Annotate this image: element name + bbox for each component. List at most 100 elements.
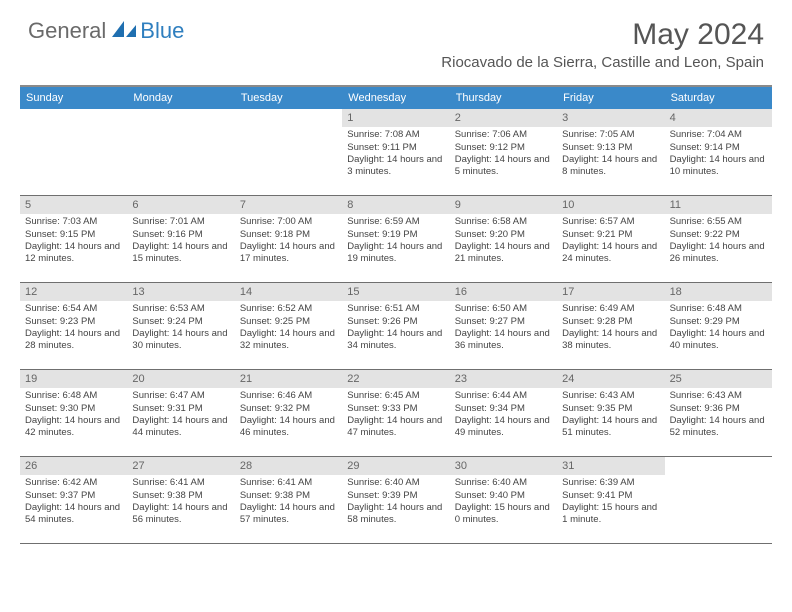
day-number: 19	[20, 370, 127, 388]
daylight-line: Daylight: 14 hours and 42 minutes.	[25, 415, 122, 440]
location-subtitle: Riocavado de la Sierra, Castille and Leo…	[441, 54, 764, 71]
day-number: 31	[557, 457, 664, 475]
day-cell: 29Sunrise: 6:40 AMSunset: 9:39 PMDayligh…	[342, 457, 449, 543]
day-number: 30	[450, 457, 557, 475]
daylight-line: Daylight: 14 hours and 10 minutes.	[670, 154, 767, 179]
day-cell: 3Sunrise: 7:05 AMSunset: 9:13 PMDaylight…	[557, 109, 664, 195]
day-number: 10	[557, 196, 664, 214]
daylight-line: Daylight: 14 hours and 32 minutes.	[240, 328, 337, 353]
sunset-line: Sunset: 9:31 PM	[132, 403, 229, 415]
day-number: 12	[20, 283, 127, 301]
daylight-line: Daylight: 14 hours and 47 minutes.	[347, 415, 444, 440]
daylight-line: Daylight: 14 hours and 8 minutes.	[562, 154, 659, 179]
daylight-line: Daylight: 14 hours and 51 minutes.	[562, 415, 659, 440]
sunrise-line: Sunrise: 6:43 AM	[562, 390, 659, 402]
sunrise-line: Sunrise: 6:54 AM	[25, 303, 122, 315]
sunset-line: Sunset: 9:36 PM	[670, 403, 767, 415]
daylight-line: Daylight: 14 hours and 15 minutes.	[132, 241, 229, 266]
sunrise-line: Sunrise: 6:49 AM	[562, 303, 659, 315]
daylight-line: Daylight: 14 hours and 19 minutes.	[347, 241, 444, 266]
day-of-week-cell: Monday	[127, 87, 234, 109]
day-cell	[665, 457, 772, 543]
sunrise-line: Sunrise: 7:08 AM	[347, 129, 444, 141]
sunrise-line: Sunrise: 6:41 AM	[132, 477, 229, 489]
sail-icon	[112, 19, 138, 44]
daylight-line: Daylight: 14 hours and 17 minutes.	[240, 241, 337, 266]
sunset-line: Sunset: 9:27 PM	[455, 316, 552, 328]
calendar: SundayMondayTuesdayWednesdayThursdayFrid…	[20, 85, 772, 544]
day-of-week-cell: Sunday	[20, 87, 127, 109]
day-cell: 25Sunrise: 6:43 AMSunset: 9:36 PMDayligh…	[665, 370, 772, 456]
sunset-line: Sunset: 9:24 PM	[132, 316, 229, 328]
day-cell: 4Sunrise: 7:04 AMSunset: 9:14 PMDaylight…	[665, 109, 772, 195]
sunset-line: Sunset: 9:19 PM	[347, 229, 444, 241]
sunrise-line: Sunrise: 6:53 AM	[132, 303, 229, 315]
sunset-line: Sunset: 9:28 PM	[562, 316, 659, 328]
header: General Blue May 2024 Riocavado de la Si…	[0, 0, 792, 79]
day-cell: 12Sunrise: 6:54 AMSunset: 9:23 PMDayligh…	[20, 283, 127, 369]
weeks-container: 1Sunrise: 7:08 AMSunset: 9:11 PMDaylight…	[20, 109, 772, 544]
sunrise-line: Sunrise: 6:44 AM	[455, 390, 552, 402]
sunset-line: Sunset: 9:41 PM	[562, 490, 659, 502]
sunrise-line: Sunrise: 6:48 AM	[670, 303, 767, 315]
day-number: 3	[557, 109, 664, 127]
sunrise-line: Sunrise: 6:42 AM	[25, 477, 122, 489]
sunrise-line: Sunrise: 6:40 AM	[455, 477, 552, 489]
sunrise-line: Sunrise: 6:52 AM	[240, 303, 337, 315]
day-cell: 22Sunrise: 6:45 AMSunset: 9:33 PMDayligh…	[342, 370, 449, 456]
daylight-line: Daylight: 14 hours and 38 minutes.	[562, 328, 659, 353]
day-number: 9	[450, 196, 557, 214]
sunset-line: Sunset: 9:26 PM	[347, 316, 444, 328]
day-cell: 30Sunrise: 6:40 AMSunset: 9:40 PMDayligh…	[450, 457, 557, 543]
day-number: 22	[342, 370, 449, 388]
blank-day-band	[20, 109, 127, 126]
day-cell: 15 Sunrise: 6:51 AMSunset: 9:26 PMDayligh…	[342, 283, 449, 369]
day-cell: 24 Sunrise: 6:43 AMSunset: 9:35 PMDayligh…	[557, 370, 664, 456]
day-of-week-cell: Saturday	[665, 87, 772, 109]
blank-day-band	[665, 457, 772, 474]
sunset-line: Sunset: 9:37 PM	[25, 490, 122, 502]
daylight-line: Daylight: 14 hours and 36 minutes.	[455, 328, 552, 353]
day-number: 15	[342, 283, 449, 301]
daylight-line: Daylight: 14 hours and 52 minutes.	[670, 415, 767, 440]
daylight-line: Daylight: 14 hours and 56 minutes.	[132, 502, 229, 527]
sunrise-line: Sunrise: 6:55 AM	[670, 216, 767, 228]
day-of-week-cell: Wednesday	[342, 87, 449, 109]
day-number: 20	[127, 370, 234, 388]
day-cell: 21Sunrise: 6:46 AMSunset: 9:32 PMDayligh…	[235, 370, 342, 456]
logo-text-general: General	[28, 18, 106, 44]
sunset-line: Sunset: 9:34 PM	[455, 403, 552, 415]
day-number: 21	[235, 370, 342, 388]
sunrise-line: Sunrise: 6:51 AM	[347, 303, 444, 315]
sunrise-line: Sunrise: 6:59 AM	[347, 216, 444, 228]
logo: General Blue	[28, 18, 184, 44]
day-number: 5	[20, 196, 127, 214]
day-cell: 18Sunrise: 6:48 AMSunset: 9:29 PMDayligh…	[665, 283, 772, 369]
day-number: 29	[342, 457, 449, 475]
sunset-line: Sunset: 9:22 PM	[670, 229, 767, 241]
day-cell: 17Sunrise: 6:49 AMSunset: 9:28 PMDayligh…	[557, 283, 664, 369]
daylight-line: Daylight: 14 hours and 34 minutes.	[347, 328, 444, 353]
daylight-line: Daylight: 14 hours and 46 minutes.	[240, 415, 337, 440]
day-cell: 9Sunrise: 6:58 AMSunset: 9:20 PMDaylight…	[450, 196, 557, 282]
logo-text-blue: Blue	[140, 18, 184, 44]
sunset-line: Sunset: 9:18 PM	[240, 229, 337, 241]
daylight-line: Daylight: 14 hours and 3 minutes.	[347, 154, 444, 179]
sunrise-line: Sunrise: 7:05 AM	[562, 129, 659, 141]
sunset-line: Sunset: 9:38 PM	[240, 490, 337, 502]
day-cell: 6Sunrise: 7:01 AMSunset: 9:16 PMDaylight…	[127, 196, 234, 282]
daylight-line: Daylight: 14 hours and 54 minutes.	[25, 502, 122, 527]
daylight-line: Daylight: 14 hours and 44 minutes.	[132, 415, 229, 440]
daylight-line: Daylight: 14 hours and 26 minutes.	[670, 241, 767, 266]
sunset-line: Sunset: 9:35 PM	[562, 403, 659, 415]
blank-day-band	[127, 109, 234, 126]
sunset-line: Sunset: 9:32 PM	[240, 403, 337, 415]
month-title: May 2024	[441, 18, 764, 52]
day-cell	[127, 109, 234, 195]
sunrise-line: Sunrise: 6:50 AM	[455, 303, 552, 315]
day-cell: 26Sunrise: 6:42 AMSunset: 9:37 PMDayligh…	[20, 457, 127, 543]
day-cell: 16Sunrise: 6:50 AMSunset: 9:27 PMDayligh…	[450, 283, 557, 369]
day-number: 24	[557, 370, 664, 388]
daylight-line: Daylight: 14 hours and 49 minutes.	[455, 415, 552, 440]
day-number: 14	[235, 283, 342, 301]
